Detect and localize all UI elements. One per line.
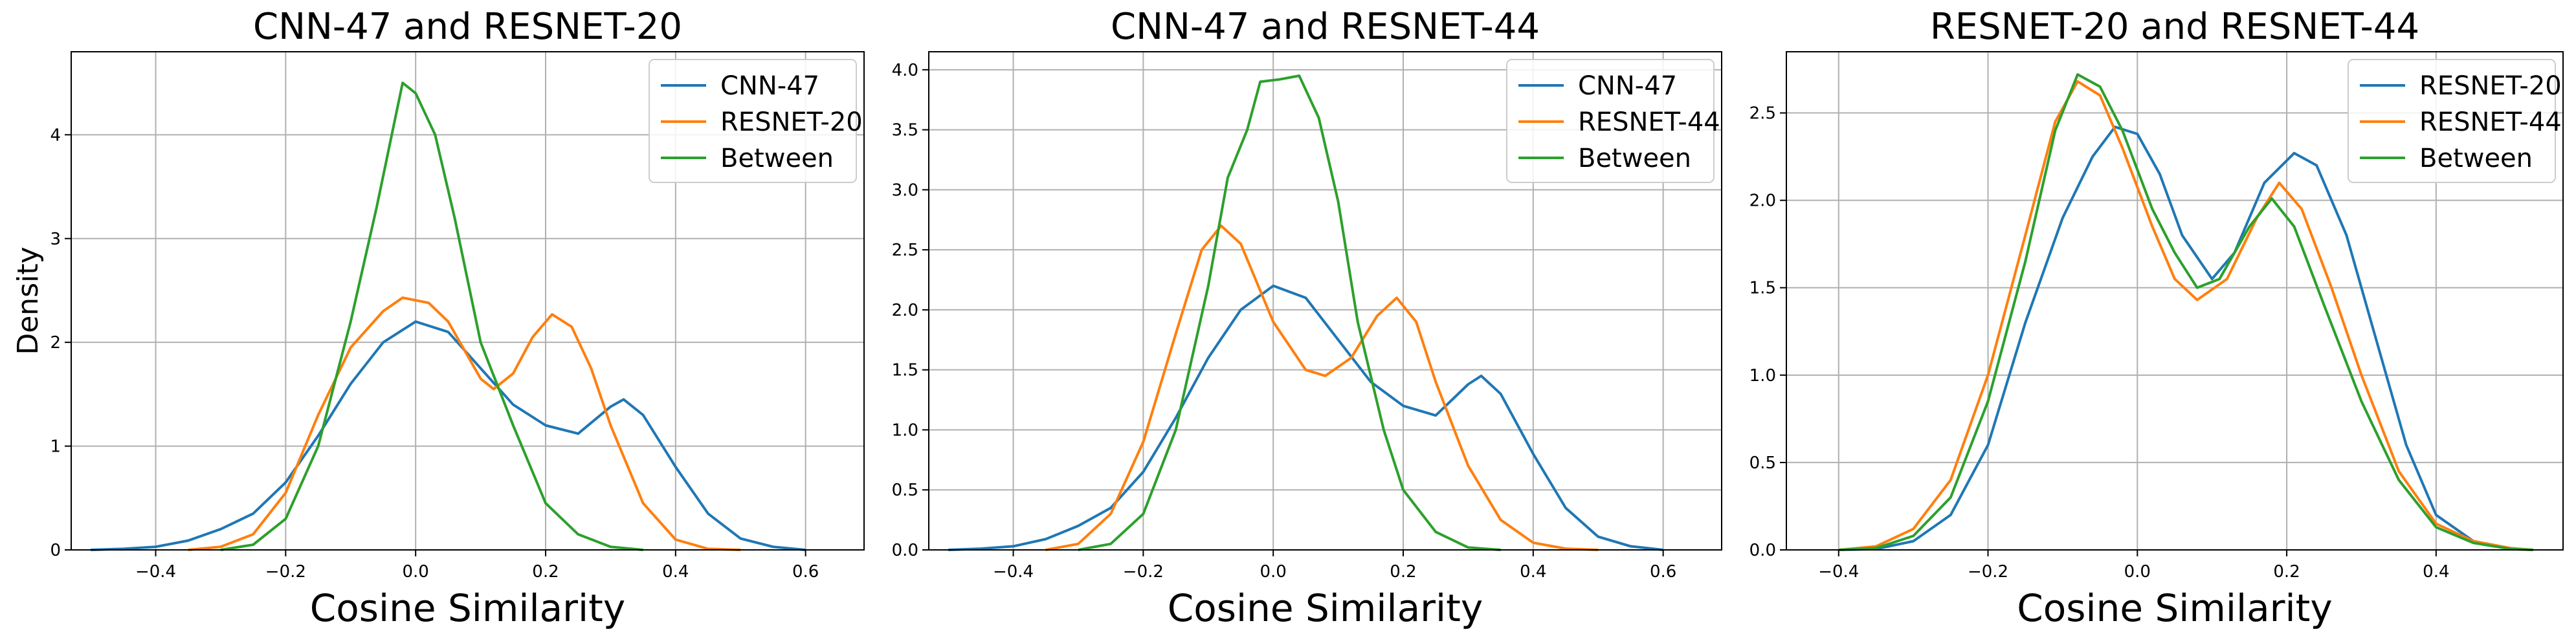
x-tick-label: 0.6 (1650, 562, 1676, 582)
y-axis-label: Density (12, 246, 45, 355)
plot-frame (928, 51, 1722, 551)
series-line-resnet-44 (1838, 80, 2533, 551)
x-axis-label: Cosine Similarity (310, 586, 625, 630)
y-tick-label: 1.5 (892, 361, 918, 380)
y-tick-label: 4 (50, 126, 61, 145)
chart-panel-2: −0.4 −0.2 0.0 0.2 0.4 0.6 0.0 0.5 1.0 1.5 2.0 2.5 3.… (892, 6, 1722, 630)
x-tick-label: −0.2 (265, 562, 306, 582)
y-tick-label: 2.0 (1749, 191, 1776, 211)
chart-title: CNN-47 and RESNET-44 (1111, 6, 1540, 48)
x-tick-label: −0.4 (993, 562, 1034, 582)
legend-label-resnet-44: RESNET-44 (2419, 107, 2562, 137)
legend: CNN-47 RESNET-20 Between (649, 59, 863, 183)
y-tick-label: 1.0 (892, 421, 918, 440)
chart-title: CNN-47 and RESNET-20 (253, 6, 682, 48)
legend-label-resnet-20: RESNET-20 (2419, 71, 2562, 101)
y-tick-label: 3 (50, 230, 61, 249)
series-line-between (1838, 73, 2533, 551)
series-lines (948, 74, 1663, 551)
x-tick-label: −0.2 (1968, 562, 2008, 582)
series-lines (1838, 73, 2533, 551)
series-line-between (220, 82, 643, 551)
plot-frame (71, 51, 865, 551)
x-tick-label: 0.2 (2273, 562, 2300, 582)
series-lines (91, 82, 806, 551)
y-tick-label: 2 (50, 333, 61, 353)
legend-label-cnn-47: CNN-47 (720, 71, 819, 101)
legend-label-between: Between (2419, 144, 2533, 173)
y-tick-label: 2.5 (892, 241, 918, 260)
x-tick-label: 0.2 (532, 562, 559, 582)
legend-label-resnet-20: RESNET-20 (720, 107, 863, 137)
y-tick-label: 1.0 (1749, 366, 1776, 386)
legend-label-cnn-47: CNN-47 (1578, 71, 1677, 101)
chart-panel-3: −0.4 −0.2 0.0 0.2 0.4 0.0 0.5 1.0 1.5 2.0 2.5 RESNE… (1749, 6, 2564, 630)
x-tick-label: 0.0 (1260, 562, 1286, 582)
x-tick-label: 0.6 (792, 562, 819, 582)
legend-label-between: Between (720, 144, 834, 173)
series-line-cnn-47 (948, 284, 1663, 551)
chart-title: RESNET-20 and RESNET-44 (1930, 6, 2419, 48)
legend: CNN-47 RESNET-44 Between (1506, 59, 1720, 183)
x-tick-label: −0.4 (135, 562, 176, 582)
y-tick-label: 2.0 (892, 301, 918, 320)
legend-box (2348, 59, 2556, 183)
series-line-resnet-44 (1045, 224, 1599, 551)
y-tick-label: 0.5 (1749, 454, 1776, 473)
y-tick-label: 3.5 (892, 121, 918, 140)
y-tick-label: 2.5 (1749, 104, 1776, 124)
x-tick-label: 0.4 (662, 562, 689, 582)
x-tick-label: 0.4 (2423, 562, 2449, 582)
x-axis-label: Cosine Similarity (2017, 586, 2332, 630)
legend-box (649, 59, 857, 183)
y-tick-label: 0 (50, 541, 61, 560)
x-tick-label: 0.0 (402, 562, 428, 582)
x-tick-label: −0.2 (1123, 562, 1164, 582)
x-tick-label: 0.2 (1390, 562, 1416, 582)
series-line-resnet-20 (188, 296, 741, 551)
y-tick-label: 0.0 (892, 541, 918, 560)
chart-panel-1: −0.4 −0.2 0.0 0.2 0.4 0.6 0 1 2 3 4 CNN-47 and RESN… (12, 6, 865, 630)
x-tick-label: 0.0 (2124, 562, 2151, 582)
legend-box (1506, 59, 1715, 183)
legend: RESNET-20 RESNET-44 Between (2348, 59, 2562, 183)
y-tick-label: 0.5 (892, 481, 918, 500)
series-line-resnet-20 (1838, 126, 2533, 551)
plot-frame (1786, 51, 2564, 551)
series-line-between (1078, 74, 1501, 551)
y-tick-label: 0.0 (1749, 541, 1776, 560)
y-tick-label: 4.0 (892, 61, 918, 80)
legend-label-between: Between (1578, 144, 1691, 173)
x-axis-label: Cosine Similarity (1168, 586, 1483, 630)
x-tick-label: −0.4 (1818, 562, 1859, 582)
charts-container: −0.4 −0.2 0.0 0.2 0.4 0.6 0 1 2 3 4 CNN-47 and RESN… (12, 6, 2564, 630)
y-tick-label: 1.5 (1749, 279, 1776, 298)
x-tick-label: 0.4 (1520, 562, 1546, 582)
y-tick-label: 3.0 (892, 180, 918, 200)
legend-label-resnet-44: RESNET-44 (1578, 107, 1720, 137)
y-tick-label: 1 (50, 437, 61, 457)
